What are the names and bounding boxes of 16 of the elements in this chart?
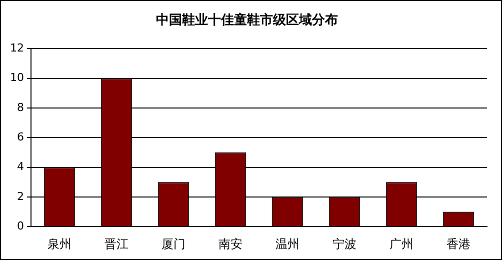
- y-tick-label: 4: [16, 160, 24, 174]
- x-tick-label: 泉州: [47, 236, 72, 251]
- y-tick-label: 10: [10, 71, 24, 84]
- y-tick-label: 0: [16, 219, 24, 232]
- chart-title: 中国鞋业十佳童鞋市级区域分布: [156, 12, 338, 28]
- x-tick-label: 厦门: [162, 236, 186, 251]
- x-tick-label: 温州: [276, 236, 300, 251]
- x-tick-label: 广州: [390, 236, 414, 251]
- x-tick-label: 晋江: [104, 236, 128, 251]
- x-tick-label: 宁波: [332, 236, 356, 251]
- y-tick-label: 6: [16, 130, 24, 144]
- y-tick-label: 2: [16, 190, 24, 203]
- y-tick-label: 8: [16, 100, 24, 114]
- x-tick-label: 香港: [446, 236, 470, 251]
- y-tick-label: 12: [10, 41, 24, 54]
- x-tick-label: 南安: [218, 236, 242, 251]
